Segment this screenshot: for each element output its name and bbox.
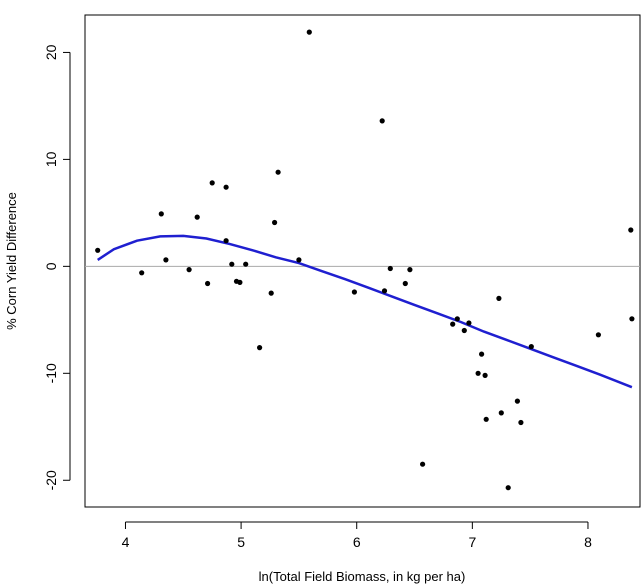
data-point	[381, 288, 388, 294]
data-point	[205, 280, 211, 287]
data-point	[505, 485, 511, 491]
data-point	[223, 238, 229, 244]
data-point	[454, 316, 460, 322]
data-point	[95, 247, 101, 253]
data-point	[268, 290, 274, 296]
data-point	[628, 227, 634, 233]
data-point	[243, 261, 249, 267]
data-point	[351, 289, 357, 295]
x-tick-label: 6	[353, 534, 361, 550]
x-axis-title: ln(Total Field Biomass, in kg per ha)	[259, 569, 466, 584]
data-point	[296, 257, 302, 263]
y-axis-title: % Corn Yield Difference	[4, 192, 19, 330]
data-point	[479, 351, 485, 357]
plot-frame	[84, 14, 641, 508]
data-point	[482, 372, 488, 378]
trend-line	[97, 234, 633, 389]
data-point	[475, 370, 481, 376]
y-tick-label: 10	[43, 151, 59, 167]
data-point	[450, 321, 456, 327]
data-point	[595, 332, 602, 338]
data-point	[194, 214, 200, 220]
data-point	[402, 280, 408, 287]
data-point	[629, 316, 635, 322]
y-tick-label: 0	[43, 262, 59, 270]
x-tick-label: 4	[122, 534, 130, 550]
data-point	[229, 261, 235, 267]
y-tick-label: 20	[43, 44, 59, 60]
data-point	[518, 419, 524, 426]
data-point	[272, 219, 278, 226]
x-tick-label: 8	[584, 534, 592, 550]
data-point	[158, 211, 164, 217]
data-point	[379, 118, 385, 124]
y-tick-label: -20	[43, 470, 59, 490]
data-point	[466, 320, 472, 326]
data-point	[223, 184, 229, 190]
data-point	[407, 267, 413, 273]
data-point	[237, 279, 243, 285]
data-point	[420, 461, 426, 467]
data-point	[257, 345, 263, 351]
y-tick-label: -10	[43, 363, 59, 383]
points-layer	[95, 29, 635, 491]
data-point	[186, 267, 192, 273]
data-point	[528, 344, 534, 350]
data-point	[461, 327, 467, 334]
data-point	[498, 410, 504, 416]
x-tick-label: 5	[237, 534, 245, 550]
data-point	[209, 180, 215, 186]
data-point	[275, 169, 281, 175]
x-axis: 4 5 6 7 8	[122, 521, 592, 550]
trend-layer	[97, 234, 633, 389]
data-point	[483, 416, 489, 422]
data-point	[139, 270, 145, 276]
data-point	[163, 257, 169, 263]
data-point	[496, 295, 502, 301]
y-axis: -20 -10 0 10 20	[43, 44, 71, 490]
data-point	[514, 398, 521, 404]
x-tick-label: 7	[468, 534, 476, 550]
data-point	[306, 29, 312, 35]
data-point	[387, 265, 393, 272]
